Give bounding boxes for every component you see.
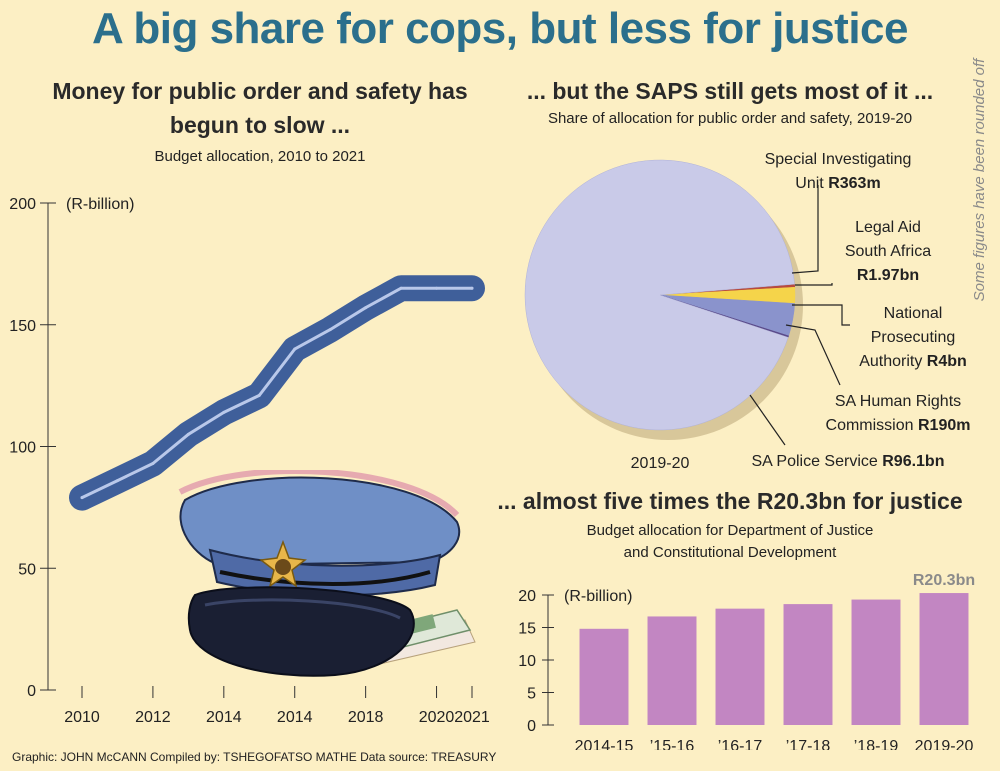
bar xyxy=(919,593,969,725)
pie-chart xyxy=(524,159,803,440)
x-tick-label: 2018 xyxy=(348,709,384,726)
series-line-highlight xyxy=(80,286,474,500)
bar-category-label: ’15-16 xyxy=(650,738,695,750)
bar-chart-subtitle-line2: and Constitutional Development xyxy=(623,544,837,561)
data-point xyxy=(115,479,119,483)
pie-label-npa-line3: Authority xyxy=(859,353,923,370)
x-tick-label: 2014 xyxy=(277,709,313,726)
police-cap-illustration xyxy=(178,470,476,677)
x-tick-label: 2012 xyxy=(135,709,171,726)
data-point xyxy=(293,347,297,351)
credits-line: Graphic: JOHN McCANN Compiled by: TSHEGO… xyxy=(12,750,497,764)
data-point xyxy=(328,328,332,332)
bar-chart-title: ... almost five times the R20.3bn for ju… xyxy=(497,488,963,514)
bar-y-tick-label: 15 xyxy=(518,621,536,638)
pie-label-npa: National Prosecuting Authority R4bn xyxy=(838,302,988,374)
x-tick-label: 2014 xyxy=(206,709,242,726)
pie-label-legal-aid-line2: South Africa xyxy=(844,243,932,260)
bar-y-tick-label: 0 xyxy=(527,718,536,735)
series-line-outer xyxy=(69,275,485,511)
bar xyxy=(783,604,833,725)
pie-label-npa-line1: National xyxy=(883,305,943,322)
bar-category-label: ’16-17 xyxy=(718,738,763,750)
bar-chart-subtitle: Budget allocation for Department of Just… xyxy=(500,520,960,564)
x-tick-label: 2020 xyxy=(419,709,455,726)
bar xyxy=(579,628,629,725)
data-point xyxy=(257,393,261,397)
bar-highlight-label: R20.3bn xyxy=(913,572,975,589)
line-chart-title: Money for public order and safety has be… xyxy=(52,78,468,138)
y-axis-label: (R-billion) xyxy=(66,196,134,213)
pie-chart-title: ... but the SAPS still gets most of it .… xyxy=(526,78,934,104)
data-point xyxy=(151,462,155,466)
data-point xyxy=(399,286,403,290)
badge-icon xyxy=(259,539,307,588)
bar xyxy=(715,608,765,725)
y-tick-label: 200 xyxy=(9,196,36,213)
x-tick-label: 2010 xyxy=(64,709,100,726)
x-tick-label: 2021 xyxy=(454,709,490,726)
bar-category-label: 2019-20 xyxy=(915,738,974,750)
line-chart: 0 50 100 150 200 (R-billion) 2010 2012 2014 2014 2… xyxy=(9,196,490,726)
pie-leader-lines xyxy=(749,185,850,446)
pie-label-legal-aid-line1: Legal Aid xyxy=(855,219,921,236)
pie-year-label: 2019-20 xyxy=(630,455,690,472)
bar-category-label: ’18-19 xyxy=(854,738,899,750)
cap-crown xyxy=(179,476,460,567)
pie-value-npa: R4bn xyxy=(926,353,967,370)
bar-chart: 0 5 10 15 20 (R-billion) 2014-15 ’15-16 ’16-17 ’1… xyxy=(518,572,975,750)
data-point xyxy=(80,496,84,500)
side-note-text: Some figures have been rounded off xyxy=(971,57,988,301)
pie-label-sahrc: SA Human Rights SA Human Rights Commissi… xyxy=(808,390,988,438)
bar-category-label: 2014-15 xyxy=(575,738,634,750)
main-title: A big share for cops, but less for justi… xyxy=(92,4,909,53)
data-point xyxy=(364,306,368,310)
pie-label-siu-line2: Unit xyxy=(795,175,824,192)
pie-label-saps: SA Police Service R96.1bn xyxy=(738,450,958,474)
bar-y-tick-label: 20 xyxy=(518,588,536,605)
bar-category-label: ’17-18 xyxy=(786,738,831,750)
pie-value-saps: R96.1bn xyxy=(882,453,945,470)
pie-chart-subtitle: Share of allocation for public order and… xyxy=(547,110,913,127)
data-point xyxy=(435,286,439,290)
pie-value-sahrc: R190m xyxy=(917,417,971,434)
cap-visor xyxy=(187,586,415,677)
bar-y-tick-label: 10 xyxy=(518,653,536,670)
pie-label-saps-line1: SA Police Service xyxy=(751,453,878,470)
pie-slice-saps xyxy=(524,159,795,431)
data-point xyxy=(222,410,226,414)
pie-label-legal-aid: Legal Aid South Africa R1.97bn xyxy=(818,216,958,288)
bar-y-axis-label: (R-billion) xyxy=(564,588,632,605)
pie-label-siu-line1: Special Investigating xyxy=(764,151,912,168)
y-tick-label: 0 xyxy=(27,683,36,700)
y-tick-label: 100 xyxy=(9,440,36,457)
pie-label-sahrc-line1: SA Human Rights xyxy=(834,393,962,410)
y-tick-label: 50 xyxy=(18,561,36,578)
bar xyxy=(851,599,901,725)
line-chart-subtitle: Budget allocation, 2010 to 2021 xyxy=(154,148,366,165)
pie-value-siu: R363m xyxy=(828,175,881,192)
y-tick-label: 150 xyxy=(9,318,36,335)
side-note: Some figures have been rounded off xyxy=(971,57,988,301)
pie-label-siu: Special Investigating Unit R363m xyxy=(738,148,938,196)
pie-label-sahrc-line2b: Commission xyxy=(825,417,914,434)
pie-label-npa-line2: Prosecuting xyxy=(870,329,956,346)
data-point xyxy=(470,286,474,290)
bar-y-tick-label: 5 xyxy=(527,686,536,703)
bar xyxy=(647,616,697,725)
bar-chart-subtitle-line1: Budget allocation for Department of Just… xyxy=(586,522,874,539)
data-point xyxy=(186,432,190,436)
pie-value-legal-aid: R1.97bn xyxy=(856,267,920,284)
